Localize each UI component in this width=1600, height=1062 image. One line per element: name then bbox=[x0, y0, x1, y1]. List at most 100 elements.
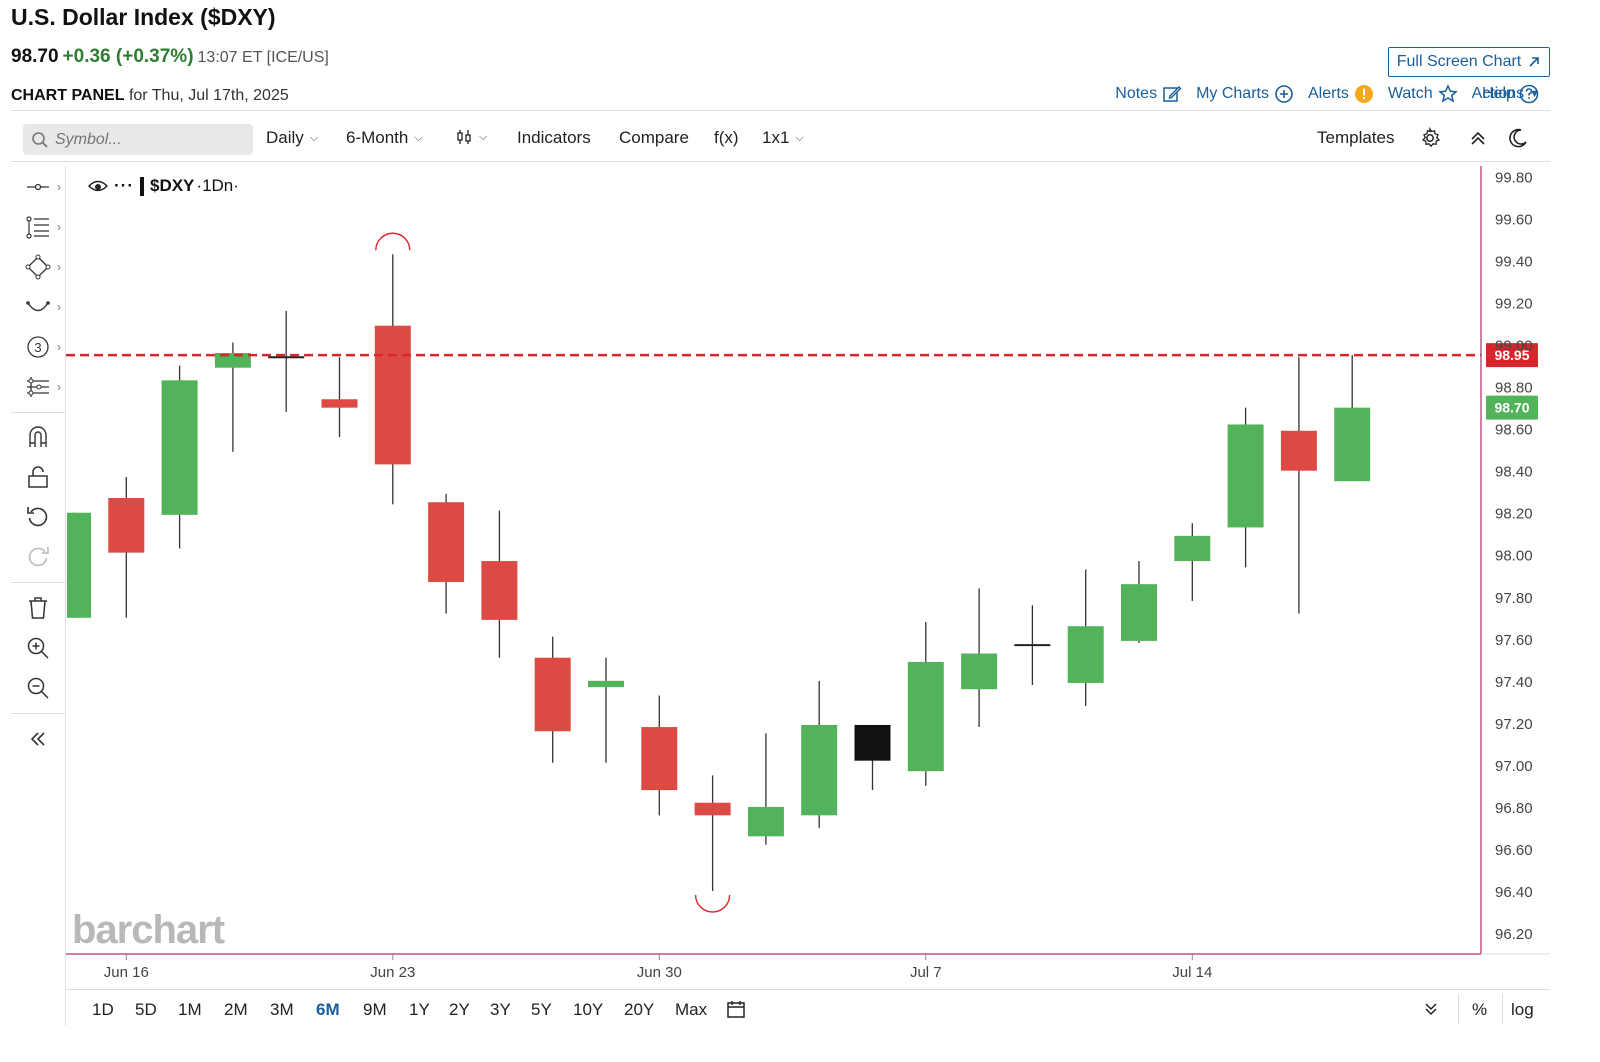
candle-14[interactable] bbox=[801, 680, 838, 828]
candle-13[interactable] bbox=[747, 733, 784, 845]
eye-icon[interactable] bbox=[88, 179, 108, 193]
redo-icon[interactable] bbox=[25, 544, 51, 570]
percent-toggle[interactable]: % bbox=[1472, 1000, 1488, 1019]
candle-body bbox=[67, 512, 91, 618]
candle-7[interactable] bbox=[428, 493, 465, 614]
candle-3[interactable] bbox=[214, 342, 251, 452]
zoom-out-icon[interactable] bbox=[25, 675, 51, 701]
actions-label: Actions bbox=[1471, 85, 1525, 102]
fib-tool-icon[interactable] bbox=[25, 214, 51, 240]
chevron-right-icon[interactable]: › bbox=[57, 180, 61, 194]
notes-link[interactable]: Notes bbox=[1115, 84, 1182, 104]
watch-link[interactable]: Watch bbox=[1388, 84, 1458, 104]
calendar-icon[interactable] bbox=[726, 999, 746, 1019]
candle-1[interactable] bbox=[108, 476, 145, 618]
price-tick-label: 98.20 bbox=[1495, 506, 1533, 523]
symbol-search[interactable] bbox=[23, 124, 253, 155]
gear-icon[interactable] bbox=[1419, 127, 1441, 149]
measure-tool-icon[interactable] bbox=[25, 374, 51, 400]
range-2y[interactable]: 2Y bbox=[449, 1000, 470, 1019]
range-5d[interactable]: 5D bbox=[135, 1000, 157, 1019]
my-charts-link[interactable]: My Charts bbox=[1196, 84, 1294, 104]
numbered-marker-icon[interactable]: 3 bbox=[25, 334, 51, 360]
shape-tool-icon[interactable] bbox=[25, 254, 51, 280]
candle-16[interactable] bbox=[907, 621, 944, 786]
candle-21[interactable] bbox=[1174, 523, 1211, 601]
log-toggle[interactable]: log bbox=[1511, 1000, 1534, 1019]
chevron-down-icon: ⌵ bbox=[309, 131, 319, 144]
candle-10[interactable] bbox=[588, 657, 624, 763]
layout-dropdown[interactable]: 1x1 ⌵ bbox=[762, 128, 804, 148]
chevron-right-icon[interactable]: › bbox=[57, 260, 61, 274]
indicators-button[interactable]: Indicators bbox=[517, 128, 591, 147]
candlestick-icon bbox=[457, 130, 471, 144]
barchart-watermark: barchart bbox=[72, 908, 225, 952]
line-tool-icon[interactable] bbox=[25, 174, 51, 200]
candle-22[interactable] bbox=[1227, 407, 1264, 568]
chevron-right-icon[interactable]: › bbox=[57, 340, 61, 354]
candle-19[interactable] bbox=[1067, 569, 1104, 707]
candle-12[interactable] bbox=[694, 775, 731, 891]
dark-mode-moon-icon[interactable] bbox=[1507, 127, 1529, 149]
period-dropdown[interactable]: 6-Month ⌵ bbox=[346, 128, 423, 148]
candle-9[interactable] bbox=[534, 636, 571, 763]
chart-type-dropdown[interactable]: ⌵ bbox=[455, 128, 487, 146]
zoom-in-icon[interactable] bbox=[25, 635, 51, 661]
candle-0[interactable] bbox=[67, 512, 91, 618]
legend-menu-dots[interactable]: ··· bbox=[114, 176, 134, 195]
collapse-left-icon[interactable] bbox=[25, 726, 51, 752]
chevron-right-icon[interactable]: › bbox=[57, 220, 61, 234]
range-2m[interactable]: 2M bbox=[224, 1000, 248, 1019]
collapse-up-icon[interactable] bbox=[1467, 127, 1489, 149]
chevron-right-icon[interactable]: › bbox=[57, 380, 61, 394]
double-chevron-down-icon[interactable] bbox=[1422, 1000, 1440, 1018]
range-3m[interactable]: 3M bbox=[270, 1000, 294, 1019]
range-9m[interactable]: 9M bbox=[363, 1000, 387, 1019]
trash-icon[interactable] bbox=[25, 595, 51, 621]
panel-label-strong: CHART PANEL bbox=[11, 87, 125, 104]
candle-11[interactable] bbox=[641, 695, 678, 816]
range-10y[interactable]: 10Y bbox=[573, 1000, 604, 1019]
date-tick-label: Jun 16 bbox=[104, 964, 149, 981]
range-6m[interactable]: 6M bbox=[316, 1000, 340, 1019]
candle-6[interactable] bbox=[374, 254, 411, 505]
candle-body bbox=[907, 661, 944, 772]
full-screen-chart-button[interactable]: Full Screen Chart bbox=[1388, 47, 1550, 77]
candle-4[interactable] bbox=[268, 310, 305, 412]
symbol-input[interactable] bbox=[55, 130, 245, 149]
candle-15[interactable] bbox=[854, 724, 891, 791]
compare-button[interactable]: Compare bbox=[619, 128, 689, 147]
candle-24[interactable] bbox=[1334, 355, 1371, 482]
candle-body bbox=[321, 399, 358, 408]
candle-20[interactable] bbox=[1121, 561, 1157, 644]
range-3y[interactable]: 3Y bbox=[490, 1000, 511, 1019]
candle-23[interactable] bbox=[1280, 357, 1317, 614]
actions-menu[interactable]: Actions ▼ bbox=[1472, 85, 1540, 103]
swing-tool-icon[interactable] bbox=[25, 294, 51, 320]
candle-body bbox=[694, 802, 731, 816]
candle-2[interactable] bbox=[161, 365, 198, 549]
templates-button[interactable]: Templates bbox=[1317, 128, 1395, 147]
undo-icon[interactable] bbox=[25, 504, 51, 530]
candle-5[interactable] bbox=[321, 357, 358, 438]
candle-17[interactable] bbox=[961, 588, 998, 728]
range-1d[interactable]: 1D bbox=[92, 1000, 114, 1019]
alerts-link[interactable]: Alerts bbox=[1308, 84, 1374, 104]
candle-8[interactable] bbox=[481, 510, 518, 658]
range-5y[interactable]: 5Y bbox=[531, 1000, 552, 1019]
price-tick-label: 97.80 bbox=[1495, 590, 1533, 607]
chevron-right-icon[interactable]: › bbox=[57, 300, 61, 314]
help-link[interactable]: Help bbox=[1482, 84, 1539, 104]
function-button[interactable]: f(x) bbox=[714, 128, 739, 147]
range-1m[interactable]: 1M bbox=[178, 1000, 202, 1019]
price-tick-label: 99.20 bbox=[1495, 296, 1533, 313]
interval-dropdown[interactable]: Daily ⌵ bbox=[266, 128, 318, 148]
magnet-icon[interactable] bbox=[25, 424, 51, 450]
unlock-icon[interactable] bbox=[25, 464, 51, 490]
range-1y[interactable]: 1Y bbox=[409, 1000, 430, 1019]
range-max[interactable]: Max bbox=[675, 1000, 708, 1019]
candle-18[interactable] bbox=[1014, 605, 1051, 686]
range-20y[interactable]: 20Y bbox=[624, 1000, 655, 1019]
interval-label: Daily bbox=[266, 128, 304, 147]
